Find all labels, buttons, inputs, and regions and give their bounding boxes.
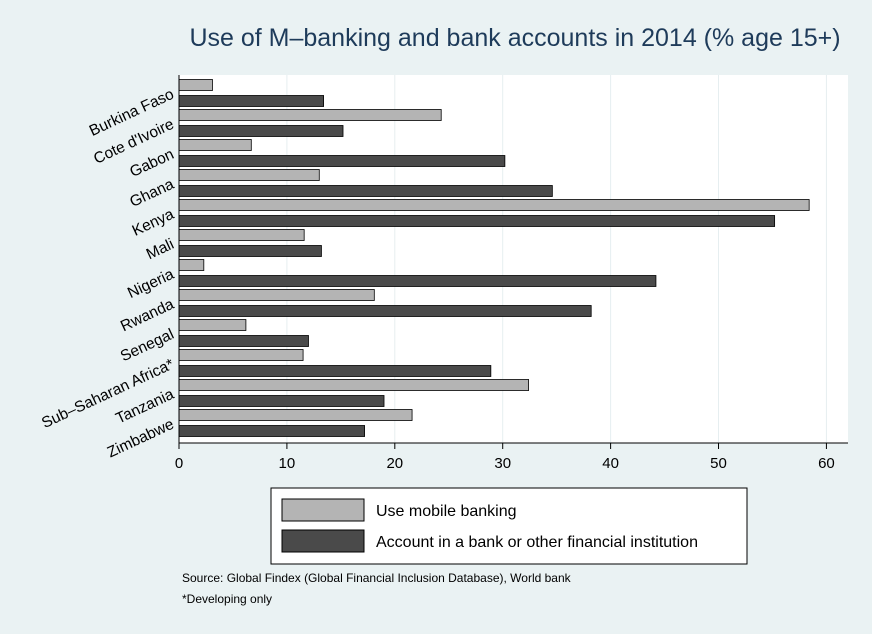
bar-zimbabwe-mobile-banking (179, 410, 412, 421)
bar-ghana-bank-account (179, 186, 552, 197)
legend: Use mobile banking Account in a bank or … (271, 488, 747, 564)
chart-title: Use of M–banking and bank accounts in 20… (189, 24, 840, 52)
bar-zimbabwe-bank-account (179, 426, 365, 437)
legend-label-mobile-banking: Use mobile banking (376, 503, 517, 520)
bar-rwanda-mobile-banking (179, 290, 374, 301)
bar-mali-mobile-banking (179, 230, 304, 241)
x-tick-label-40: 40 (602, 455, 619, 472)
legend-swatch-bank-account (282, 530, 364, 552)
bar-nigeria-bank-account (179, 276, 656, 287)
bar-sub-saharan-africa-bank-account (179, 366, 491, 377)
x-tick-label-50: 50 (710, 455, 727, 472)
bar-burkina-faso-bank-account (179, 96, 324, 107)
bar-kenya-mobile-banking (179, 200, 809, 211)
x-tick-label-10: 10 (279, 455, 296, 472)
bar-cote-d-ivoire-mobile-banking (179, 110, 441, 121)
legend-swatch-mobile-banking (282, 499, 364, 521)
bar-gabon-bank-account (179, 156, 505, 167)
bar-sub-saharan-africa-mobile-banking (179, 350, 303, 361)
source-note: Source: Global Findex (Global Financial … (182, 571, 572, 585)
legend-label-bank-account: Account in a bank or other financial ins… (376, 534, 698, 551)
bar-tanzania-mobile-banking (179, 380, 529, 391)
x-tick-label-20: 20 (386, 455, 403, 472)
bar-nigeria-mobile-banking (179, 260, 204, 271)
footnote: *Developing only (182, 592, 272, 606)
bar-rwanda-bank-account (179, 306, 591, 317)
x-tick-label-0: 0 (175, 455, 183, 472)
bar-gabon-mobile-banking (179, 140, 251, 151)
bar-burkina-faso-mobile-banking (179, 80, 212, 91)
bar-tanzania-bank-account (179, 396, 384, 407)
x-tick-label-60: 60 (818, 455, 835, 472)
bar-senegal-bank-account (179, 336, 308, 347)
bar-ghana-mobile-banking (179, 170, 319, 181)
bar-senegal-mobile-banking (179, 320, 246, 331)
x-tick-label-30: 30 (494, 455, 511, 472)
bar-kenya-bank-account (179, 216, 775, 227)
bar-cote-d-ivoire-bank-account (179, 126, 343, 137)
bar-mali-bank-account (179, 246, 321, 257)
